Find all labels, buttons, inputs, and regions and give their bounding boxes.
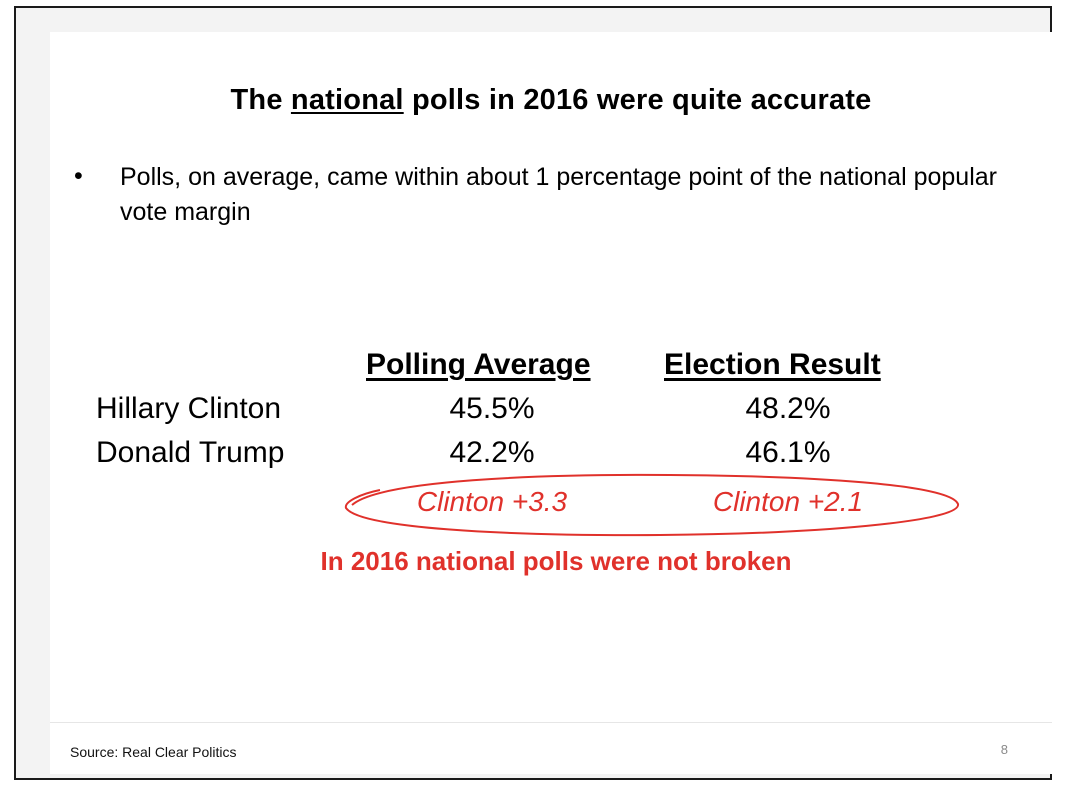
cell-trump-polling: 42.2% — [449, 436, 535, 469]
margin-result: Clinton +2.1 — [712, 486, 864, 517]
row-label-clinton: Hillary Clinton — [96, 392, 282, 425]
source-note: Source: Real Clear Politics — [70, 744, 237, 760]
row-label-trump: Donald Trump — [96, 436, 285, 469]
bullet-marker: • — [74, 162, 83, 190]
title-underlined-word: national — [290, 84, 404, 116]
cell-clinton-result: 48.2% — [745, 392, 831, 425]
title-suffix: polls in 2016 were quite accurate — [403, 84, 872, 116]
bullet-text: Polls, on average, came within about 1 p… — [120, 163, 997, 226]
column-header-election-result: Election Result — [664, 348, 881, 381]
cell-clinton-polling: 45.5% — [449, 392, 535, 425]
callout-text: In 2016 national polls were not broken — [320, 546, 792, 576]
slide-title: The national polls in 2016 were quite ac… — [50, 84, 1052, 117]
margin-highlight-ellipse — [344, 473, 959, 537]
title-prefix: The — [230, 84, 291, 116]
cell-trump-result: 46.1% — [745, 436, 831, 469]
column-header-polling-average: Polling Average — [366, 348, 591, 381]
slide-frame: The national polls in 2016 were quite ac… — [14, 6, 1052, 780]
margin-polling: Clinton +3.3 — [416, 486, 568, 517]
page-number: 8 — [1000, 742, 1008, 757]
slide: The national polls in 2016 were quite ac… — [50, 32, 1052, 774]
footer-divider — [50, 722, 1052, 723]
